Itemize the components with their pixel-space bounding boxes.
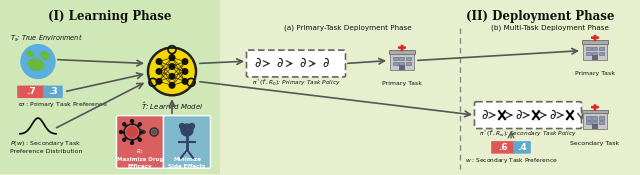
Circle shape	[182, 69, 188, 74]
FancyBboxPatch shape	[591, 36, 599, 39]
Bar	[399, 57, 404, 60]
Text: .3: .3	[48, 87, 58, 96]
Bar	[399, 62, 404, 65]
Bar	[599, 121, 604, 124]
Circle shape	[156, 79, 162, 84]
Circle shape	[152, 130, 156, 134]
Circle shape	[156, 59, 162, 64]
Ellipse shape	[26, 51, 33, 56]
Text: $\partial$: $\partial$	[276, 57, 284, 70]
FancyBboxPatch shape	[44, 86, 63, 98]
Circle shape	[120, 131, 123, 134]
Bar	[389, 50, 415, 54]
Text: $R_1$
Maximize Drug
Efficacy: $R_1$ Maximize Drug Efficacy	[117, 147, 163, 169]
Circle shape	[169, 64, 175, 69]
Bar	[406, 57, 411, 60]
Text: $\pi^*(\hat{T}, R_0)$: Primary Task Policy: $\pi^*(\hat{T}, R_0)$: Primary Task Poli…	[252, 77, 340, 88]
Bar	[599, 116, 604, 120]
Text: Secondary Task: Secondary Task	[570, 141, 620, 146]
Circle shape	[169, 83, 175, 88]
Bar	[220, 0, 640, 174]
Bar	[583, 43, 607, 60]
Bar	[582, 110, 608, 113]
Text: $T_s$: True Environment: $T_s$: True Environment	[10, 33, 83, 44]
Text: $P(w)$ : Secondary Task
Preference Distribution: $P(w)$ : Secondary Task Preference Distr…	[10, 139, 83, 154]
Circle shape	[127, 127, 137, 137]
Text: $\partial$: $\partial$	[299, 57, 307, 70]
Circle shape	[179, 124, 184, 128]
Circle shape	[141, 131, 145, 134]
Circle shape	[123, 123, 126, 126]
Bar	[0, 0, 220, 174]
FancyBboxPatch shape	[474, 102, 582, 128]
FancyBboxPatch shape	[591, 106, 599, 108]
Circle shape	[181, 124, 193, 136]
Ellipse shape	[41, 52, 49, 59]
Text: (a) Primary-Task Deployment Phase: (a) Primary-Task Deployment Phase	[284, 25, 412, 31]
Text: $\pi^*(\hat{T}, R_w)$: Secondary Task Policy: $\pi^*(\hat{T}, R_w)$: Secondary Task Po…	[479, 128, 577, 139]
FancyBboxPatch shape	[401, 45, 403, 51]
Bar	[593, 52, 597, 55]
Circle shape	[138, 138, 141, 141]
Bar	[582, 40, 608, 44]
FancyBboxPatch shape	[594, 104, 596, 111]
Text: Primary Task: Primary Task	[575, 71, 615, 76]
Text: Primary Task: Primary Task	[382, 81, 422, 86]
FancyBboxPatch shape	[163, 116, 211, 168]
Circle shape	[156, 69, 162, 74]
Bar	[406, 62, 411, 65]
Circle shape	[148, 48, 196, 95]
Text: $\partial$: $\partial$	[549, 109, 557, 122]
FancyBboxPatch shape	[513, 141, 531, 154]
Circle shape	[21, 45, 55, 78]
FancyBboxPatch shape	[492, 141, 515, 154]
Text: $\partial$: $\partial$	[322, 57, 330, 70]
Circle shape	[131, 141, 134, 144]
Bar	[586, 121, 591, 124]
Bar	[399, 65, 404, 70]
Bar	[593, 124, 598, 129]
Bar	[393, 62, 397, 65]
Text: $\hat{T}$: Learned Model: $\hat{T}$: Learned Model	[141, 100, 204, 112]
Text: (II) Deployment Phase: (II) Deployment Phase	[466, 10, 614, 23]
Text: $\partial$: $\partial$	[515, 109, 523, 122]
Text: $w$ : Secondary Task Preference: $w$ : Secondary Task Preference	[465, 156, 557, 165]
Circle shape	[182, 79, 188, 84]
FancyBboxPatch shape	[17, 86, 45, 98]
Bar	[599, 52, 604, 55]
Text: .7: .7	[26, 87, 36, 96]
Text: (I) Learning Phase: (I) Learning Phase	[48, 10, 172, 23]
Bar	[593, 47, 597, 50]
Text: $\partial$: $\partial$	[481, 109, 489, 122]
Bar	[593, 55, 598, 60]
Circle shape	[138, 123, 141, 126]
Bar	[583, 113, 607, 129]
Circle shape	[189, 124, 195, 128]
Circle shape	[169, 74, 175, 79]
Bar	[390, 53, 413, 70]
Text: .4: .4	[517, 143, 527, 152]
FancyBboxPatch shape	[116, 116, 163, 168]
Text: $R_2$
Minimize
Side Effects: $R_2$ Minimize Side Effects	[168, 147, 205, 169]
Circle shape	[123, 138, 126, 141]
Text: $\partial$: $\partial$	[254, 57, 262, 70]
Text: .6: .6	[498, 143, 508, 152]
Text: (b) Multi-Task Deployment Phase: (b) Multi-Task Deployment Phase	[491, 25, 609, 31]
Bar	[593, 121, 597, 124]
FancyBboxPatch shape	[594, 35, 596, 41]
Bar	[586, 116, 591, 120]
Bar	[593, 116, 597, 120]
Circle shape	[169, 55, 175, 60]
Bar	[393, 57, 397, 60]
FancyBboxPatch shape	[246, 50, 346, 77]
Bar	[586, 47, 591, 50]
Text: $\varpi$ : Primary Task Preference: $\varpi$ : Primary Task Preference	[18, 100, 108, 109]
Bar	[599, 47, 604, 50]
Circle shape	[131, 120, 134, 122]
Bar	[586, 52, 591, 55]
FancyBboxPatch shape	[398, 46, 406, 49]
Ellipse shape	[28, 59, 44, 70]
Circle shape	[182, 59, 188, 64]
